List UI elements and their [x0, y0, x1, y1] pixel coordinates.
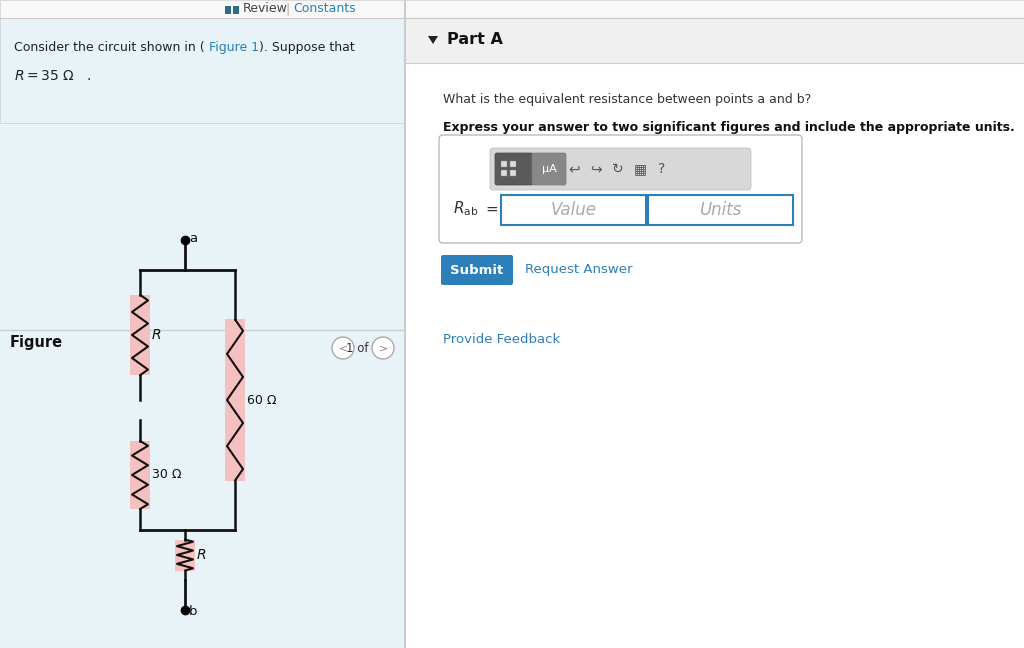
Text: R: R: [197, 548, 207, 562]
Text: $R_{\mathrm{ab}}$: $R_{\mathrm{ab}}$: [453, 200, 478, 218]
FancyBboxPatch shape: [532, 153, 566, 185]
Bar: [406, 18, 1024, 63]
Bar: [0, 0, 1024, 18]
Text: <: <: [338, 343, 347, 353]
Text: Express your answer to two significant figures and include the appropriate units: Express your answer to two significant f…: [443, 121, 1015, 134]
Text: Submit: Submit: [451, 264, 504, 277]
Text: Figure 1: Figure 1: [209, 41, 259, 54]
Bar: [233, 6, 239, 14]
Bar: [648, 195, 793, 225]
Text: ↪: ↪: [590, 162, 602, 176]
Text: μA: μA: [542, 164, 556, 174]
FancyBboxPatch shape: [439, 135, 802, 243]
Text: 30 Ω: 30 Ω: [152, 469, 181, 481]
Bar: [175, 540, 195, 570]
Text: =: =: [485, 202, 498, 216]
Text: 1 of 1: 1 of 1: [346, 341, 380, 354]
Text: Request Answer: Request Answer: [525, 264, 633, 277]
Bar: [501, 195, 646, 225]
Text: .: .: [86, 69, 90, 83]
Bar: [225, 6, 231, 14]
Text: b: b: [189, 605, 198, 618]
Bar: [225, 319, 245, 481]
Bar: [130, 441, 150, 509]
Circle shape: [332, 337, 354, 359]
Text: |: |: [285, 3, 289, 16]
Polygon shape: [428, 36, 438, 44]
Bar: [510, 170, 516, 176]
Text: Units: Units: [699, 201, 741, 219]
Text: Consider the circuit shown in (: Consider the circuit shown in (: [14, 41, 205, 54]
Bar: [0, 18, 406, 123]
Text: a: a: [189, 232, 198, 245]
FancyBboxPatch shape: [495, 153, 534, 185]
Text: ). Suppose that: ). Suppose that: [259, 41, 354, 54]
Text: Value: Value: [551, 201, 597, 219]
Bar: [510, 161, 516, 167]
Text: R: R: [152, 328, 162, 342]
Text: Provide Feedback: Provide Feedback: [443, 333, 560, 346]
Text: Constants: Constants: [293, 3, 355, 16]
Text: ▦: ▦: [634, 162, 646, 176]
Bar: [501, 161, 507, 167]
Bar: [406, 18, 1024, 648]
Text: What is the equivalent resistance between points a and b?: What is the equivalent resistance betwee…: [443, 93, 811, 106]
Text: ↩: ↩: [568, 162, 580, 176]
Bar: [130, 295, 150, 375]
Text: ↻: ↻: [612, 162, 624, 176]
Text: Review: Review: [243, 3, 288, 16]
Bar: [501, 170, 507, 176]
Text: 60 Ω: 60 Ω: [247, 393, 276, 406]
Bar: [0, 18, 406, 648]
FancyBboxPatch shape: [441, 255, 513, 285]
Text: ?: ?: [658, 162, 666, 176]
Text: Part A: Part A: [447, 32, 503, 47]
Circle shape: [372, 337, 394, 359]
Text: >: >: [379, 343, 388, 353]
Text: Figure: Figure: [10, 335, 63, 350]
FancyBboxPatch shape: [490, 148, 751, 190]
Text: $R = 35\ \Omega$: $R = 35\ \Omega$: [14, 69, 75, 83]
